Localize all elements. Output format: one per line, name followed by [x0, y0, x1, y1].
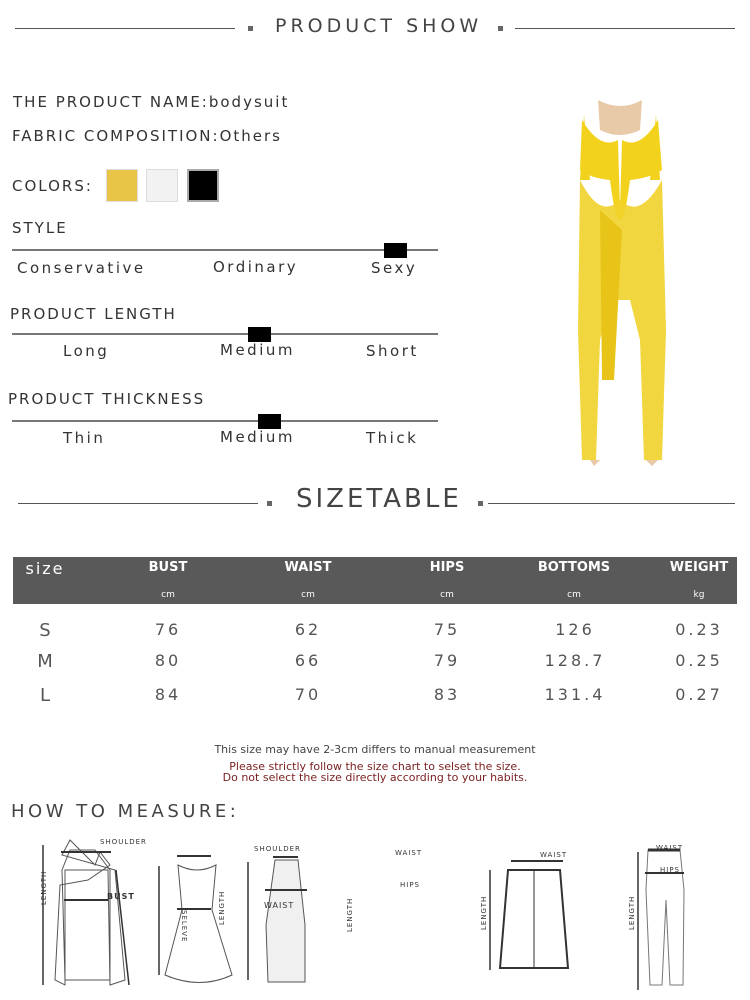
table-cell: L [39, 685, 51, 706]
table-cell: 84 [154, 685, 182, 704]
warning-note: Please strictly follow the size chart to… [229, 760, 521, 773]
style-option: Conservative [17, 259, 146, 277]
label-waist: WAIST [395, 849, 423, 857]
divider-dot [478, 501, 483, 506]
size-table-header: size BUST cm WAIST cm HIPS cm BOTTOMS cm… [13, 557, 737, 604]
style-label: STYLE [12, 219, 68, 237]
fabric-value: Others [219, 127, 282, 145]
table-cell: 80 [154, 651, 182, 670]
length-scale [12, 333, 438, 335]
label-bust: BUST [107, 892, 135, 901]
table-cell: 66 [294, 651, 322, 670]
table-cell: 0.23 [675, 620, 723, 639]
how-to-measure-title: HOW TO MEASURE: [11, 801, 240, 822]
label-waist: WAIST [656, 844, 684, 852]
pants-outline [645, 849, 685, 986]
divider-dot [498, 26, 503, 31]
table-cell: 0.25 [675, 651, 723, 670]
divider [18, 503, 258, 504]
table-cell: 83 [433, 685, 461, 704]
style-option: Sexy [371, 259, 418, 277]
label-shoulder: SHOULDER [254, 845, 301, 853]
column-header: HIPS [429, 560, 465, 575]
table-cell: 126 [555, 620, 595, 639]
label-hips: HIPS [400, 881, 420, 889]
table-cell: 70 [294, 685, 322, 704]
column-header: BOTTOMS [537, 560, 611, 575]
label-waist: WAIST [264, 901, 295, 910]
style-option: Ordinary [213, 258, 299, 276]
table-cell: 75 [433, 620, 461, 639]
product-name: THE PRODUCT NAME:bodysuit [13, 93, 289, 111]
colors-label: COLORS: [12, 177, 93, 195]
length-label: PRODUCT LENGTH [10, 305, 177, 323]
thickness-marker [258, 414, 281, 429]
length-option: Short [366, 342, 419, 360]
column-header: BUST [148, 560, 188, 575]
table-cell: 62 [294, 620, 322, 639]
table-cell: S [39, 620, 51, 641]
column-unit: cm [440, 590, 454, 600]
length-option: Long [63, 342, 110, 360]
jacket-diagram [42, 839, 130, 986]
sizetable-title: SIZETABLE [296, 484, 462, 514]
column-unit: cm [301, 590, 315, 600]
thickness-scale [12, 420, 438, 422]
length-marker [248, 327, 271, 342]
column-header: WEIGHT [669, 560, 729, 575]
label-hips: HIPS [660, 866, 680, 874]
color-swatch-white[interactable] [146, 169, 178, 202]
table-cell: 128.7 [544, 651, 606, 670]
style-marker [384, 243, 407, 258]
column-unit: kg [693, 590, 705, 600]
thickness-option: Thin [63, 429, 106, 447]
table-cell: 79 [433, 651, 461, 670]
pencil-skirt-diagram [247, 856, 307, 983]
fabric-label: FABRIC COMPOSITION: [12, 127, 220, 145]
color-swatch-yellow[interactable] [106, 169, 138, 202]
label-waist: WAIST [540, 851, 568, 859]
mini-skirt-outline [498, 869, 570, 969]
thickness-label: PRODUCT THICKNESS [8, 390, 206, 408]
column-unit: cm [161, 590, 175, 600]
label-shoulder: SHOULDER [100, 838, 147, 846]
table-cell: M [37, 651, 53, 672]
warning-note: Do not select the size directly accordin… [222, 771, 528, 784]
divider-dot [248, 26, 253, 31]
page-title: PRODUCT SHOW [275, 15, 483, 37]
style-scale [12, 249, 438, 251]
measurement-diagrams-extra [489, 848, 685, 990]
product-image [578, 100, 666, 466]
thickness-option: Medium [220, 428, 295, 446]
column-unit: cm [567, 590, 581, 600]
dress-diagram [158, 855, 233, 983]
thickness-option: Thick [366, 429, 419, 447]
measurement-note: This size may have 2-3cm differs to manu… [214, 743, 536, 756]
divider [515, 28, 735, 29]
product-name-value: bodysuit [208, 93, 290, 111]
table-cell: 131.4 [544, 685, 606, 704]
divider [488, 503, 735, 504]
table-cell: 0.27 [675, 685, 723, 704]
length-option: Medium [220, 341, 295, 359]
fabric-composition: FABRIC COMPOSITION:Others [12, 127, 282, 145]
column-header: size [25, 559, 65, 578]
column-header: WAIST [284, 560, 332, 575]
divider [15, 28, 235, 29]
product-name-label: THE PRODUCT NAME: [13, 93, 209, 111]
color-swatch-black[interactable] [187, 169, 219, 202]
measurement-diagrams [42, 839, 307, 986]
divider-dot [267, 501, 272, 506]
table-cell: 76 [154, 620, 182, 639]
